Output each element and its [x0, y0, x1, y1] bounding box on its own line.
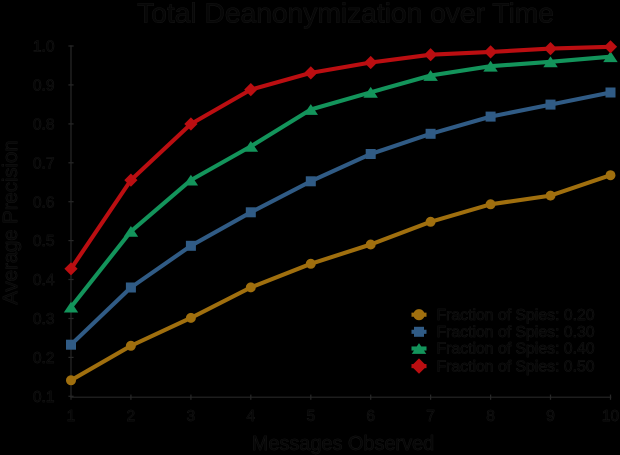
- svg-text:0.5: 0.5: [33, 233, 55, 250]
- svg-text:Total Deanonymization over Tim: Total Deanonymization over Time: [137, 0, 554, 29]
- svg-text:0.2: 0.2: [33, 350, 55, 367]
- svg-text:1.0: 1.0: [33, 39, 55, 56]
- svg-text:2: 2: [127, 408, 136, 425]
- svg-text:0.8: 0.8: [33, 117, 55, 134]
- svg-text:Fraction of Spies: 0.50: Fraction of Spies: 0.50: [437, 358, 595, 375]
- svg-text:Fraction of Spies: 0.40: Fraction of Spies: 0.40: [437, 341, 595, 358]
- svg-text:0.9: 0.9: [33, 78, 55, 95]
- svg-text:3: 3: [187, 408, 196, 425]
- svg-text:Fraction of Spies: 0.20: Fraction of Spies: 0.20: [437, 307, 595, 324]
- svg-text:0.4: 0.4: [33, 272, 55, 289]
- svg-text:5: 5: [306, 408, 315, 425]
- svg-text:Messages Observed: Messages Observed: [252, 433, 434, 455]
- svg-text:8: 8: [486, 408, 495, 425]
- svg-text:0.6: 0.6: [33, 194, 55, 211]
- svg-text:1: 1: [67, 408, 76, 425]
- svg-text:10: 10: [602, 408, 620, 425]
- svg-text:0.3: 0.3: [33, 311, 55, 328]
- svg-text:Average Precision: Average Precision: [0, 140, 22, 304]
- svg-text:Fraction of Spies: 0.30: Fraction of Spies: 0.30: [437, 324, 595, 341]
- svg-text:7: 7: [426, 408, 435, 425]
- svg-text:0.1: 0.1: [33, 389, 55, 406]
- svg-text:4: 4: [246, 408, 255, 425]
- svg-text:9: 9: [546, 408, 555, 425]
- svg-text:6: 6: [366, 408, 375, 425]
- svg-text:0.7: 0.7: [33, 155, 55, 172]
